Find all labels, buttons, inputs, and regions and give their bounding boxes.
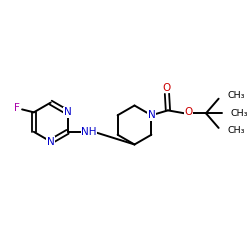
Text: N: N — [148, 110, 155, 120]
Text: CH₃: CH₃ — [228, 126, 245, 135]
Text: N: N — [47, 136, 54, 146]
Text: NH: NH — [81, 127, 97, 137]
Text: O: O — [163, 83, 171, 93]
Text: CH₃: CH₃ — [230, 109, 248, 118]
Text: F: F — [14, 104, 20, 114]
Text: CH₃: CH₃ — [228, 91, 245, 100]
Text: N: N — [64, 107, 72, 117]
Text: O: O — [184, 107, 192, 117]
